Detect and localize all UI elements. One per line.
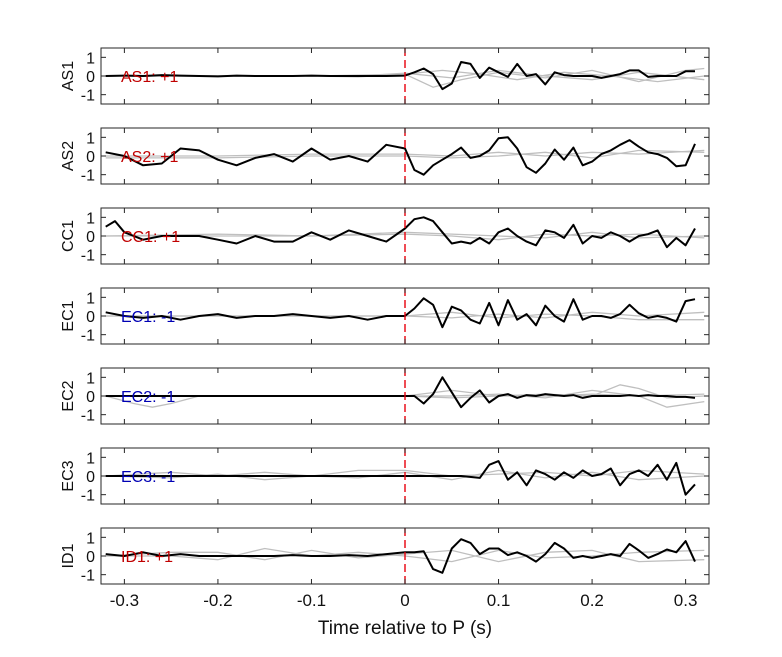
y-tick-label: 1 (86, 290, 95, 307)
y-axis-label: EC1 (60, 300, 77, 331)
y-axis-label: EC2 (60, 380, 77, 411)
y-tick-label: 0 (86, 229, 95, 246)
x-axis-label: Time relative to P (s) (318, 618, 492, 639)
y-tick-label: 1 (86, 450, 95, 467)
y-tick-label: 1 (86, 530, 95, 547)
y-tick-label: 0 (86, 549, 95, 566)
station-annotation: CC1: +1 (121, 229, 180, 246)
station-annotation: EC3: -1 (121, 469, 175, 486)
x-tick-label: -0.2 (203, 591, 232, 610)
traces (105, 376, 705, 409)
traces (105, 216, 705, 249)
station-annotation: AS2: +1 (121, 149, 178, 166)
station-annotation: EC2: -1 (121, 389, 175, 406)
main-trace (105, 297, 696, 329)
y-tick-label: -1 (81, 328, 95, 345)
x-tick-label: 0.3 (674, 591, 698, 610)
y-axis-label: CC1 (60, 220, 77, 252)
x-tick-label: 0 (400, 591, 409, 610)
y-tick-label: 0 (86, 469, 95, 486)
background-trace (105, 384, 705, 408)
y-axis-label: EC3 (60, 460, 77, 491)
y-axis-label: AS2 (60, 141, 77, 171)
station-annotation: ID1: +1 (121, 549, 173, 566)
station-annotation: AS1: +1 (121, 69, 178, 86)
traces (105, 297, 705, 329)
y-tick-label: 1 (86, 130, 95, 147)
y-tick-label: 1 (86, 370, 95, 387)
y-tick-label: 0 (86, 149, 95, 166)
main-trace (105, 538, 696, 574)
x-tick-label: 0.2 (580, 591, 604, 610)
y-tick-label: -1 (81, 88, 95, 105)
main-trace (105, 460, 696, 496)
y-tick-label: 1 (86, 50, 95, 67)
traces (105, 136, 705, 176)
traces (105, 61, 705, 91)
y-axis-label: ID1 (60, 543, 77, 568)
x-tick-label: 0.1 (487, 591, 511, 610)
main-trace (105, 216, 696, 249)
main-trace (105, 61, 695, 91)
main-trace (105, 136, 696, 176)
y-tick-label: -1 (81, 408, 95, 425)
y-tick-label: 0 (86, 69, 95, 86)
y-tick-label: 1 (86, 210, 95, 227)
y-tick-label: -1 (81, 248, 95, 265)
y-tick-label: -1 (81, 168, 95, 185)
y-tick-label: 0 (86, 389, 95, 406)
y-tick-label: -1 (81, 568, 95, 585)
y-axis-label: AS1 (60, 61, 77, 91)
x-tick-label: -0.1 (297, 591, 326, 610)
y-tick-label: 0 (86, 309, 95, 326)
main-trace (105, 376, 696, 409)
x-tick-label: -0.3 (110, 591, 139, 610)
station-annotation: EC1: -1 (121, 309, 175, 326)
y-tick-label: -1 (81, 488, 95, 505)
